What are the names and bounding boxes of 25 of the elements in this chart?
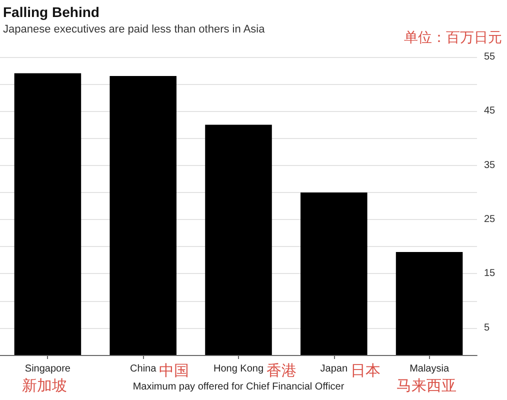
- x-tick-label: Hong Kong: [213, 364, 264, 374]
- y-tick-label: 25: [484, 214, 496, 226]
- bar: [300, 192, 368, 355]
- y-tick-label: 5: [484, 322, 490, 334]
- chart-subtitle: Japanese executives are paid less than others in Asia: [3, 24, 266, 36]
- y-tick-label: 35: [484, 160, 496, 171]
- x-tick-label: Malaysia: [410, 364, 450, 374]
- x-tick-label: Japan: [320, 364, 348, 374]
- text: 马来西亚: [396, 378, 456, 394]
- bar: [396, 252, 463, 355]
- text: 中国: [159, 362, 190, 380]
- text: 香港: [266, 362, 297, 380]
- text: 日本: [350, 362, 381, 380]
- bar: [205, 124, 272, 355]
- x-tick-label: Singapore: [24, 364, 71, 374]
- text: 新加坡: [22, 378, 68, 394]
- y-tick-label: 55: [484, 52, 496, 62]
- y-tick-label: 45: [484, 106, 496, 117]
- y-tick-label: 15: [484, 268, 496, 280]
- chart-title: Falling Behind: [3, 4, 100, 20]
- x-tick-label: China: [130, 364, 157, 374]
- bar: [110, 76, 176, 355]
- x-axis-title: Maximum pay offered for Chief Financial Officer: [132, 382, 345, 392]
- y-axis-title: 单位：百万日元: [404, 29, 502, 45]
- bar: [14, 73, 82, 355]
